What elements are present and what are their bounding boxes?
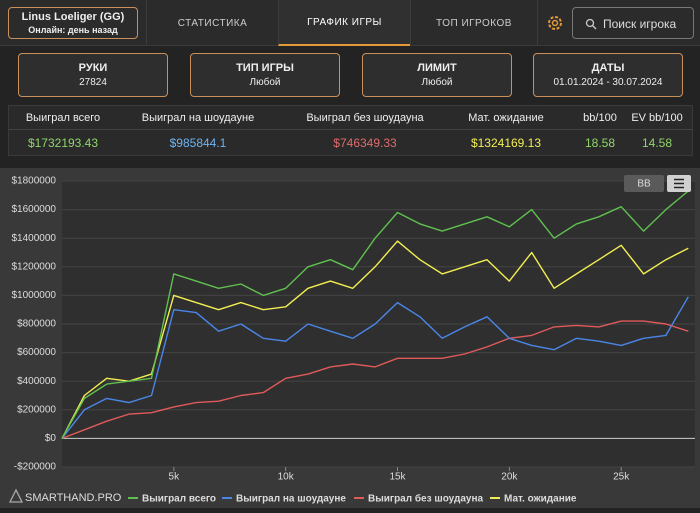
stat-value: $1732193.43 (27, 136, 99, 150)
bb-button-label: BB (637, 179, 651, 190)
chart: -$200000 $0 $200000 $400000 $600000 $800000 $1… (8, 175, 695, 505)
y-tick-label: $1400000 (12, 233, 57, 244)
filter-value: Любой (249, 77, 281, 88)
filter-button[interactable]: ЛИМИТ Любой (362, 53, 512, 97)
tab-active[interactable]: ГРАФИК ИГРЫ (278, 0, 410, 46)
search-placeholder: Поиск игрока (603, 17, 677, 31)
y-tick-label: $600000 (17, 347, 56, 358)
y-tick-label: -$200000 (14, 462, 57, 473)
legend-label: Выиграл всего (142, 494, 216, 505)
player-name: Linus Loeliger (GG) (21, 11, 125, 23)
filter-value: Любой (421, 77, 453, 88)
stat-header: Выиграл на шоудауне (141, 112, 255, 124)
y-tick-label: $1600000 (12, 204, 57, 215)
chart-panel: -$200000 $0 $200000 $400000 $600000 $800000 $1… (0, 168, 700, 508)
filter-label: ДАТЫ (591, 62, 625, 74)
search-input[interactable]: Поиск игрока (572, 7, 694, 39)
legend-label: Выиграл на шоудауне (236, 494, 346, 505)
filter-label: РУКИ (78, 62, 108, 74)
top-bar: Linus Loeliger (GG) Онлайн: день назад С… (0, 0, 700, 46)
series-line (61, 320, 689, 440)
stat-header: Мат. ожидание (468, 112, 544, 124)
stat-value: 18.58 (584, 136, 616, 150)
filter-value: 27824 (79, 77, 107, 88)
player-status: Онлайн: день назад (28, 25, 118, 35)
stat-header: bb/100 (583, 112, 617, 124)
filter-button[interactable]: ТИП ИГРЫ Любой (190, 53, 340, 97)
filter-value: 01.01.2024 - 30.07.2024 (553, 77, 663, 88)
filter-button[interactable]: РУКИ 27824 (18, 53, 168, 97)
stat-header: EV bb/100 (631, 112, 683, 124)
x-tick-label: 15k (389, 472, 406, 483)
x-tick-label: 5k (169, 472, 181, 483)
series-line (61, 296, 689, 439)
player-card[interactable]: Linus Loeliger (GG) Онлайн: день назад (8, 7, 138, 39)
tab[interactable]: ТОП ИГРОКОВ (410, 0, 538, 46)
y-tick-label: $200000 (17, 404, 56, 415)
x-tick-label: 10k (278, 472, 295, 483)
watermark-icon (8, 488, 24, 503)
tab[interactable]: СТАТИСТИКА (146, 0, 278, 46)
search-icon (585, 18, 597, 30)
stats-table: Выиграл всего $1732193.43 Выиграл на шоуда… (8, 105, 693, 156)
stat-header: Выиграл без шоудауна (306, 112, 424, 124)
x-tick-label: 20k (501, 472, 518, 483)
stat-value: $1324169.13 (470, 136, 542, 150)
legend-label: Выиграл без шоудауна (368, 493, 483, 505)
bb-button[interactable] (624, 175, 664, 192)
settings-icon[interactable] (546, 14, 564, 32)
y-tick-label: $1800000 (12, 176, 57, 187)
watermark: SMARTHAND.PRO (25, 492, 122, 504)
y-tick-label: $1200000 (12, 261, 57, 272)
series-line (61, 240, 689, 439)
y-tick-label: $0 (45, 433, 57, 444)
series-line (61, 190, 689, 439)
stat-header: Выиграл всего (25, 112, 101, 124)
stat-value: $985844.1 (169, 136, 227, 150)
filter-label: ТИП ИГРЫ (236, 62, 294, 74)
stat-value: 14.58 (641, 136, 673, 150)
filter-button[interactable]: ДАТЫ 01.01.2024 - 30.07.2024 (533, 53, 683, 97)
y-tick-label: $800000 (17, 319, 56, 330)
y-tick-label: $400000 (17, 376, 56, 387)
filter-label: ЛИМИТ (417, 62, 457, 74)
x-tick-label: 25k (613, 472, 630, 483)
legend-label: Мат. ожидание (504, 494, 577, 505)
y-tick-label: $1000000 (12, 290, 57, 301)
divider (9, 129, 692, 130)
chart-controls: BB (624, 175, 691, 192)
stat-value: $746349.33 (333, 136, 397, 150)
